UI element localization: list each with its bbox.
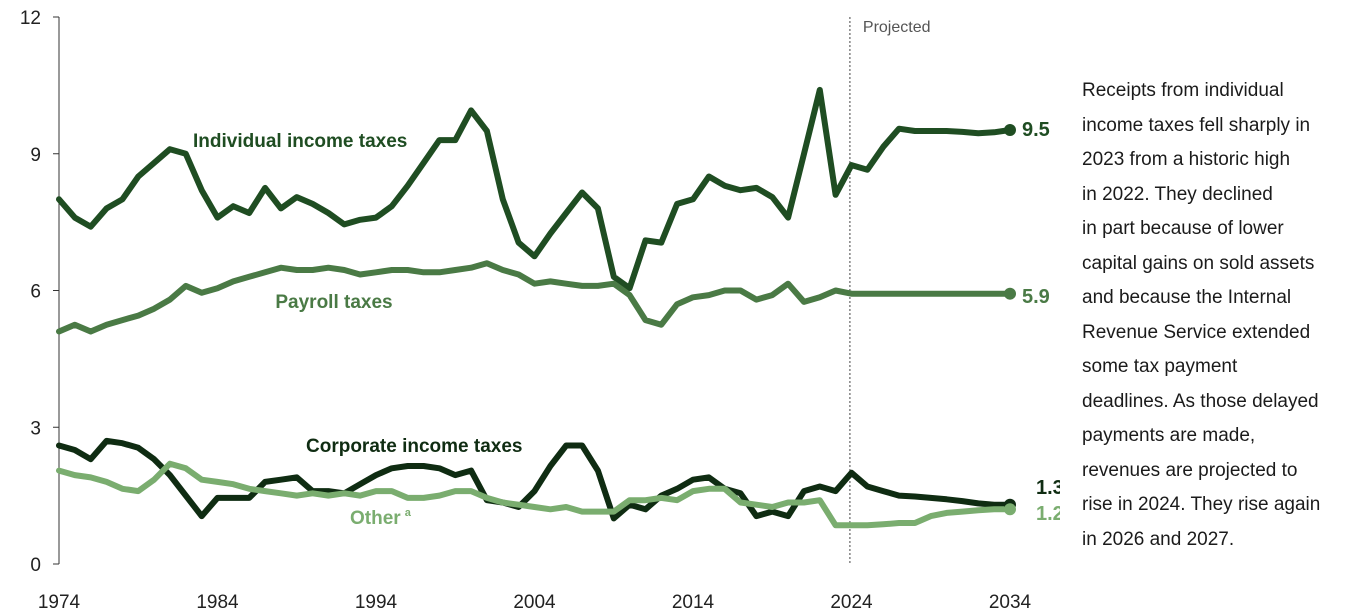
- x-tick-label: 2004: [513, 592, 556, 612]
- y-tick-label: 3: [30, 418, 41, 439]
- y-tick-label: 9: [30, 145, 41, 166]
- axes: 0 3 6 9 12 1974 1984 1994 2004 2014 2024 2034 Projec…: [20, 8, 1032, 612]
- x-tick-label: 2024: [830, 592, 873, 612]
- series-end-label: 1.2: [1036, 503, 1060, 525]
- series-line-1: [56, 260, 1013, 335]
- y-tick-label: 12: [20, 8, 41, 29]
- series-lines: [56, 86, 1016, 529]
- projected-label: Projected: [863, 19, 931, 36]
- series-end-label: 1.3: [1036, 477, 1060, 499]
- x-tick-label: 1974: [38, 592, 81, 612]
- series-labels: 9.5 5.9 1.3 1.2 Individual income taxes Payro…: [193, 119, 1060, 529]
- x-tick-label: 2014: [672, 592, 715, 612]
- y-tick-label: 6: [30, 282, 41, 303]
- series-name-label: Other a: [350, 507, 412, 529]
- x-tick-label: 1984: [196, 592, 239, 612]
- series-line-2: [56, 437, 1013, 522]
- series-end-label: 5.9: [1022, 286, 1050, 308]
- series-end-point: [1004, 287, 1016, 300]
- series-end-point: [1004, 124, 1016, 137]
- x-tick-label: 2034: [989, 592, 1032, 612]
- series-name-label: Corporate income taxes: [306, 436, 522, 457]
- series-line-0: [56, 86, 1013, 292]
- series-end-point: [1004, 503, 1016, 516]
- series-name-label: Payroll taxes: [275, 292, 392, 313]
- x-tick-label: 1994: [355, 592, 398, 612]
- series-end-label: 9.5: [1022, 119, 1050, 141]
- receipts-line-chart: 0 3 6 9 12 1974 1984 1994 2004 2014 2024 2034 Projec…: [20, 8, 1060, 612]
- series-name-label: Individual income taxes: [193, 131, 407, 152]
- y-tick-label: 0: [30, 555, 41, 576]
- series-name-superscript: a: [405, 507, 412, 519]
- annotation-text: Receipts from individual income taxes fe…: [1082, 80, 1321, 550]
- series-line-3: [56, 460, 1013, 529]
